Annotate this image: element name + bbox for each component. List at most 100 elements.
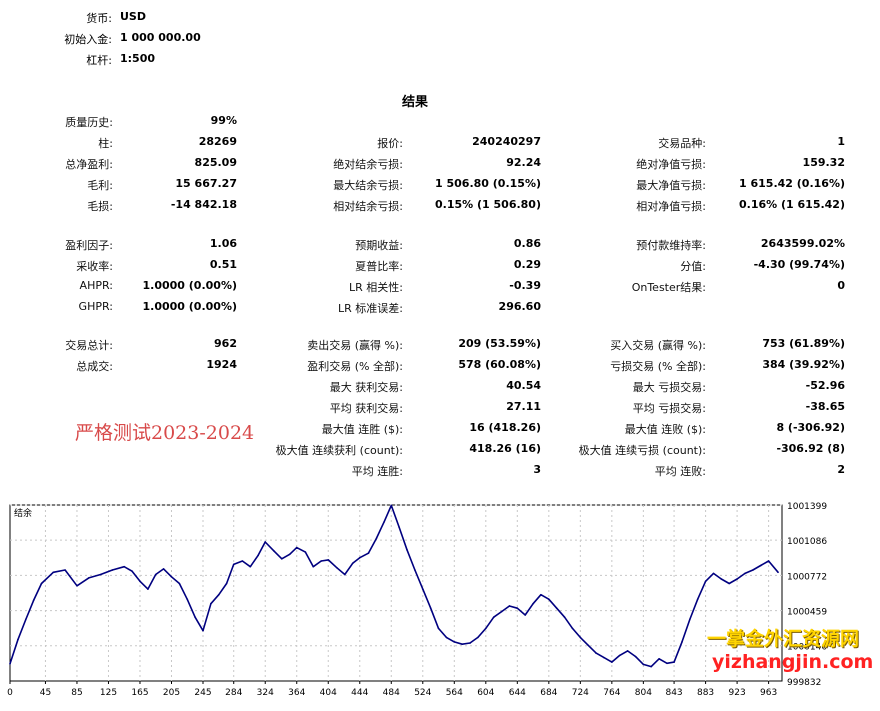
- balance-point: [358, 556, 361, 559]
- stat-value: 28269: [198, 135, 237, 148]
- stat-value: 825.09: [194, 156, 237, 169]
- stat-value: 0.16% (1 615.42): [739, 198, 845, 211]
- balance-point: [9, 663, 11, 665]
- balance-point: [288, 553, 291, 556]
- stat-label: 平均 连败:: [654, 465, 706, 478]
- balance-point: [736, 578, 738, 580]
- stat-value: 0.86: [513, 237, 541, 250]
- stat-label: 最大值 连败 ($):: [624, 423, 706, 436]
- x-tick-label: 843: [665, 688, 682, 698]
- stat-value: 753 (61.89%): [762, 337, 845, 350]
- x-tick-label: 125: [100, 688, 117, 698]
- stat-label: 采收率:: [76, 260, 113, 273]
- balance-point: [673, 661, 675, 663]
- balance-point: [485, 627, 487, 630]
- balance-point: [767, 560, 770, 562]
- stat-label: 盈利因子:: [65, 239, 113, 252]
- balance-point: [752, 569, 754, 571]
- x-tick-label: 564: [446, 688, 463, 698]
- stat-label: 毛损:: [87, 200, 113, 213]
- stat-value: 2: [837, 463, 845, 476]
- stat-label: 柱:: [98, 137, 113, 150]
- balance-point: [383, 520, 385, 523]
- balance-point: [52, 571, 55, 574]
- stat-value: -14 842.18: [170, 198, 237, 211]
- stat-value: 0: [837, 279, 845, 292]
- stat-value: -52.96: [805, 379, 845, 392]
- balance-point: [429, 607, 432, 610]
- balance-point: [178, 582, 181, 585]
- stat-label: 买入交易 (赢得 %):: [610, 339, 706, 352]
- header-value: 1 000 000.00: [120, 31, 201, 44]
- x-tick-label: 604: [477, 688, 494, 698]
- balance-point: [681, 641, 683, 643]
- balance-point: [500, 610, 503, 613]
- balance-point: [194, 616, 196, 619]
- stat-value: 209 (53.59%): [458, 337, 541, 350]
- balance-point: [744, 572, 746, 575]
- stat-value: 8 (-306.92): [776, 421, 845, 434]
- balance-point: [532, 602, 534, 605]
- stat-value: 1.06: [209, 237, 237, 250]
- balance-point: [477, 636, 479, 639]
- balance-point: [634, 655, 637, 658]
- y-tick-label: 1000459: [787, 608, 827, 618]
- balance-point: [414, 569, 416, 571]
- x-tick-label: 404: [320, 688, 337, 698]
- stat-value: -306.92 (8): [776, 442, 845, 455]
- balance-point: [131, 570, 133, 572]
- stat-label: 最大 获利交易:: [329, 381, 403, 394]
- balance-point: [461, 643, 463, 645]
- balance-point: [611, 661, 613, 663]
- stat-value: -0.39: [509, 279, 541, 292]
- balance-point: [650, 665, 653, 668]
- x-tick-label: 764: [603, 688, 620, 698]
- stat-label: 预期收益:: [355, 239, 403, 252]
- x-tick-label: 644: [509, 688, 526, 698]
- stat-value: 27.11: [506, 400, 541, 413]
- x-tick-label: 324: [257, 688, 274, 698]
- header-label: 初始入金:: [64, 33, 112, 46]
- stat-label: 最大净值亏损:: [636, 179, 706, 192]
- stat-label: GHPR:: [78, 300, 113, 313]
- balance-point: [123, 565, 126, 568]
- balance-point: [210, 602, 212, 605]
- stat-value: 3: [533, 463, 541, 476]
- stat-value: 0.51: [209, 258, 237, 271]
- balance-point: [540, 593, 542, 596]
- balance-point: [571, 627, 574, 630]
- balance-point: [508, 605, 511, 607]
- balance-point: [170, 575, 173, 578]
- stat-label: 极大值 连续亏损 (count):: [578, 444, 706, 457]
- x-tick-label: 484: [383, 688, 400, 698]
- y-tick-label: 1001086: [787, 537, 827, 547]
- stat-value: 159.32: [802, 156, 845, 169]
- header-value: USD: [120, 10, 146, 23]
- balance-point: [728, 582, 731, 585]
- balance-point: [249, 565, 252, 568]
- balance-point: [327, 559, 330, 561]
- x-tick-label: 364: [288, 688, 305, 698]
- y-tick-label: 999832: [787, 678, 821, 688]
- stat-label: 最大结余亏损:: [333, 179, 403, 192]
- balance-point: [712, 572, 715, 575]
- x-tick-label: 284: [225, 688, 242, 698]
- stat-label: 总净盈利:: [65, 158, 113, 171]
- balance-point: [295, 546, 298, 549]
- balance-point: [273, 550, 275, 552]
- x-tick-label: 804: [635, 688, 652, 698]
- balance-point: [453, 641, 456, 643]
- balance-point: [689, 618, 691, 621]
- balance-point: [390, 504, 393, 507]
- balance-point: [445, 636, 448, 639]
- balance-point: [777, 571, 779, 574]
- stat-label: 最大值 连胜 ($):: [321, 423, 403, 436]
- balance-point: [280, 557, 283, 560]
- balance-point: [642, 663, 645, 666]
- stat-value: 240240297: [472, 135, 541, 148]
- stat-label: 极大值 连续获利 (count):: [275, 444, 403, 457]
- stat-label: 最大 亏损交易:: [632, 381, 706, 394]
- balance-point: [217, 593, 220, 596]
- x-tick-label: 85: [71, 688, 82, 698]
- stat-value: 0.29: [513, 258, 541, 271]
